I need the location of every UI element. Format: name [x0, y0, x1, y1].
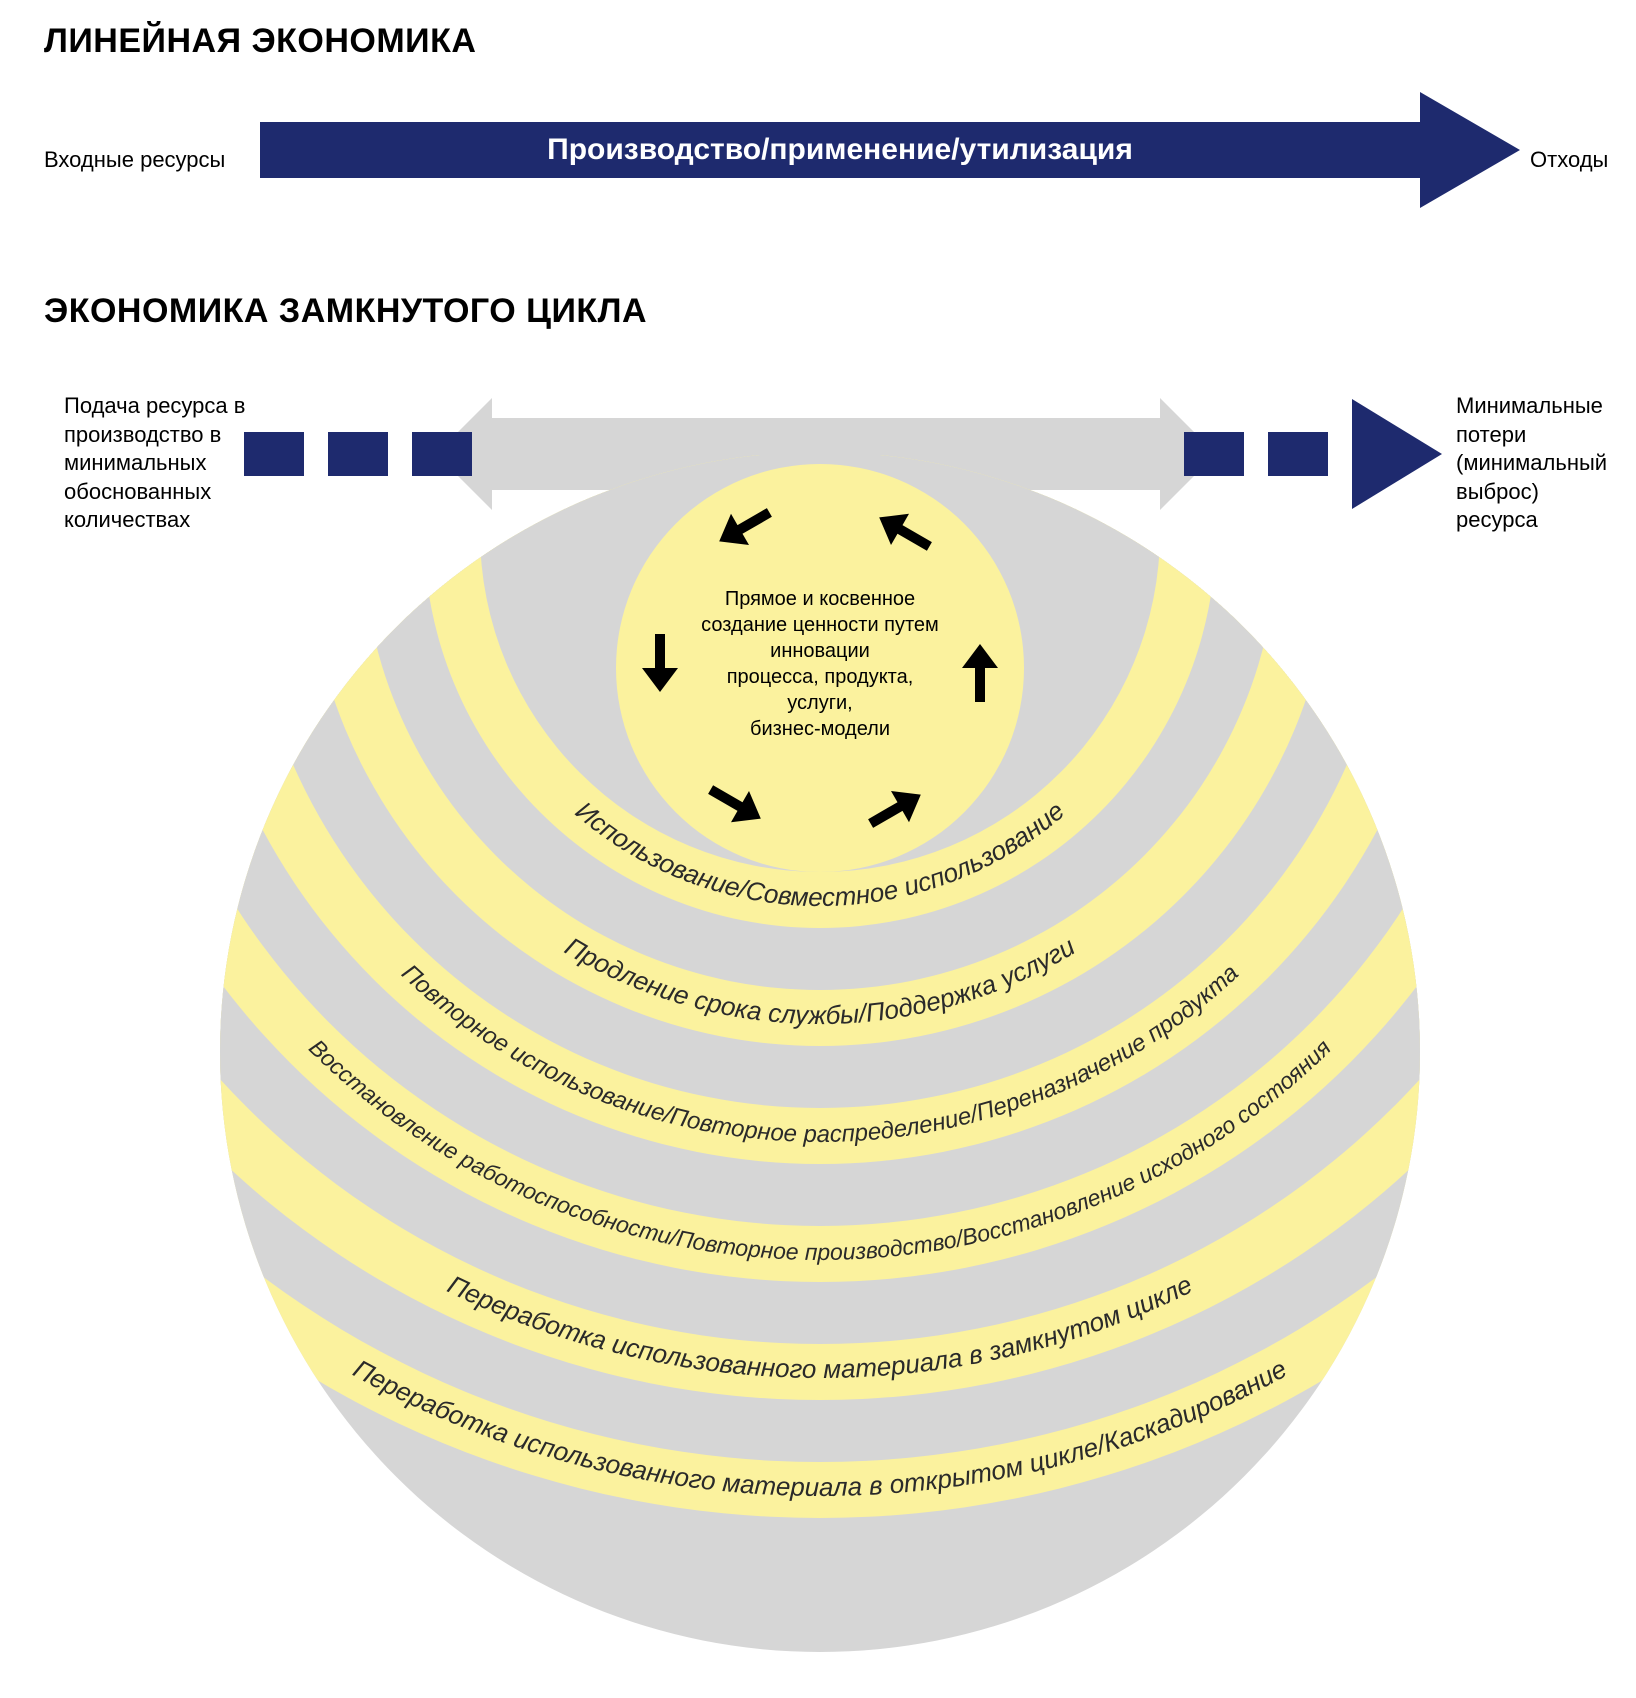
- circular-diagram: Использование/Совместное использование П…: [0, 0, 1636, 1698]
- diagram-root: ЛИНЕЙНАЯ ЭКОНОМИКА Входные ресурсы Отход…: [0, 0, 1636, 1698]
- center-value-text: Прямое и косвенное создание ценности пут…: [650, 586, 990, 742]
